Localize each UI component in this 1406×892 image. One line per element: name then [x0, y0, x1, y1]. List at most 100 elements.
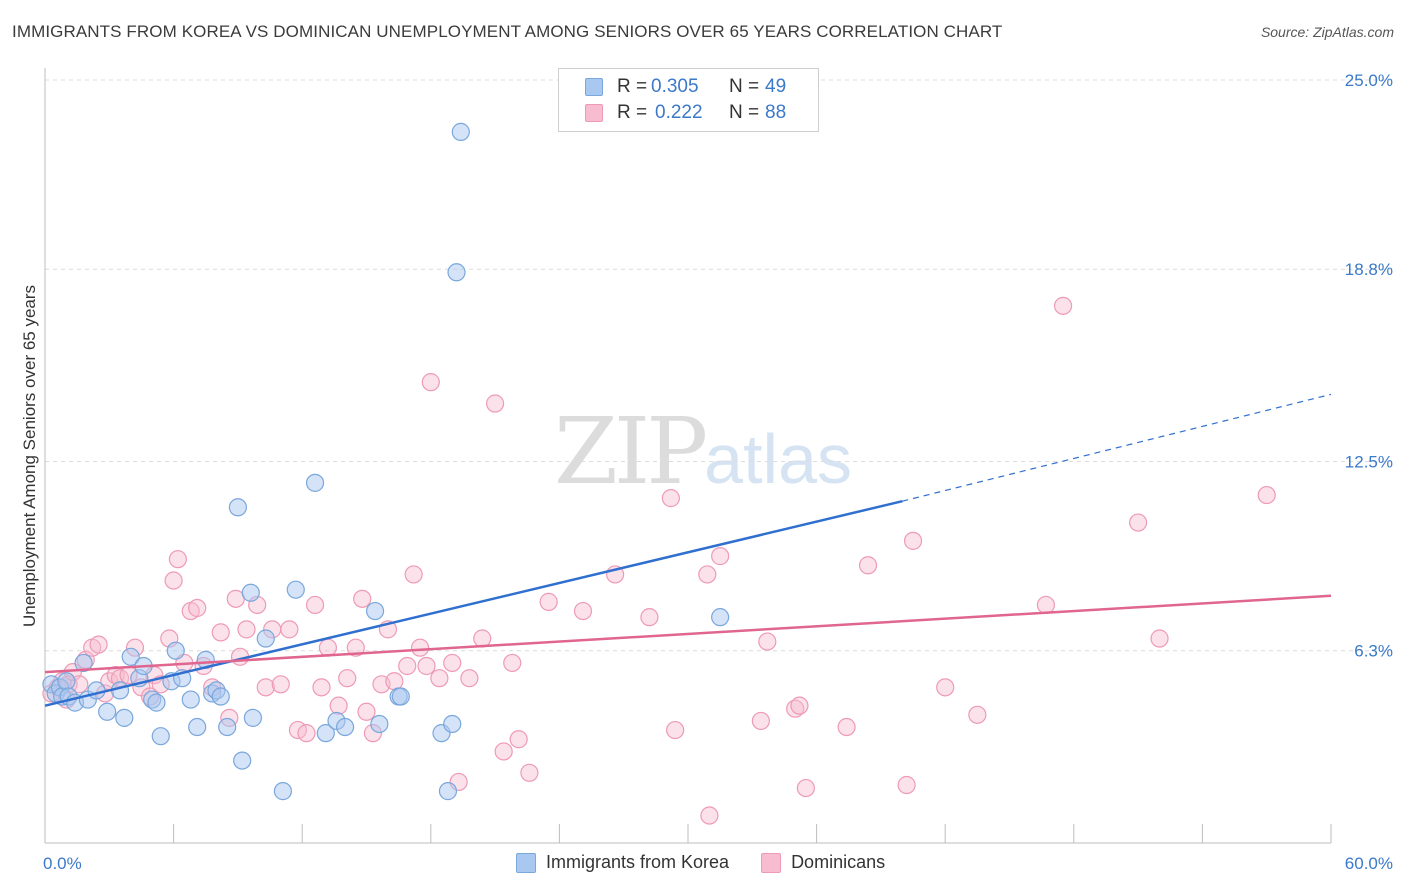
dominicans-point [353, 589, 372, 608]
korea-point [316, 724, 335, 743]
dominicans-point [486, 394, 505, 413]
legend-row-dominicans: R = 0.222 N = 88 [585, 101, 786, 125]
y-tick-label: 18.8% [1345, 260, 1393, 279]
dominicans-point [256, 678, 275, 697]
dominicans-point [520, 763, 539, 782]
dominicans-point [385, 672, 404, 691]
korea-trend-extension [902, 393, 1332, 502]
dominicans-point [858, 556, 878, 575]
dominicans-point [903, 531, 923, 550]
dominicans-point [473, 629, 492, 648]
tick-label-layer: 6.3% 12.5% 18.8% 25.0% 0.0% 60.0% [43, 71, 1393, 873]
dominicans-point [168, 550, 187, 569]
correlation-legend: R = 0.305 N = 49 R = 0.222 N = 88 [558, 68, 819, 132]
korea-point [115, 708, 134, 727]
korea-point [256, 629, 275, 648]
legend-item-korea: Immigrants from Korea [516, 852, 729, 873]
korea-point [151, 727, 170, 746]
dominicans-point [790, 696, 809, 715]
dominicans-point [421, 373, 440, 392]
korea-point [451, 122, 470, 141]
watermark: ZIPatlas [554, 398, 852, 505]
korea-trend-line [44, 499, 903, 707]
dominicans-legend-swatch [761, 852, 782, 873]
dominicans-point [1257, 485, 1276, 505]
dominicans-point [357, 702, 376, 721]
korea-point [438, 782, 458, 801]
dominicans-point [318, 638, 338, 657]
legend-row-korea: R = 0.305 N = 49 [585, 75, 786, 99]
korea-legend-swatch [516, 852, 536, 873]
dominicans-point [796, 778, 815, 798]
dominicans-point [346, 638, 365, 657]
korea-point [233, 751, 252, 770]
y-tick-label: 6.3% [1354, 642, 1393, 661]
dominicans-point [305, 595, 325, 615]
x-tick-label: 60.0% [1345, 854, 1393, 873]
dominicans-point [711, 547, 730, 566]
n-label: N = [729, 102, 760, 123]
dominicans-point [460, 669, 479, 688]
dominicans-point [751, 711, 770, 731]
dominicans-point [837, 717, 856, 737]
axis-layer [44, 68, 1332, 844]
dominicans-point [758, 632, 777, 651]
korea-point [87, 681, 106, 700]
korea-point [147, 693, 166, 712]
dominicans-point [312, 678, 331, 697]
korea-point [443, 714, 462, 734]
korea-point [243, 708, 263, 727]
dominicans-point [494, 742, 513, 761]
dominicans-point [661, 489, 680, 508]
trend-layer [44, 393, 1332, 707]
series-legend: Immigrants from Korea Dominicans [516, 852, 917, 873]
dominicans-point [404, 565, 423, 584]
dominicans-point [539, 592, 558, 611]
dominicans-point [1150, 629, 1169, 648]
n-value: 88 [765, 102, 787, 123]
dominicans-point [89, 635, 108, 654]
r-label: R = [617, 102, 648, 123]
korea-point [98, 702, 117, 721]
dominicans-point [698, 565, 717, 584]
dominicans-trend-line [44, 594, 1332, 674]
korea-point [121, 647, 140, 666]
dominicans-point [410, 638, 430, 657]
korea-point [711, 608, 730, 627]
legend-item-dominicans: Dominicans [761, 852, 885, 873]
korea-point [273, 782, 293, 801]
dominicans-legend-label: Dominicans [791, 852, 886, 872]
n-value: 49 [765, 76, 787, 97]
dominicans-point [1053, 296, 1073, 315]
y-tick-label: 12.5% [1345, 453, 1393, 472]
korea-swatch [585, 78, 603, 96]
x-tick-label: 0.0% [43, 854, 82, 873]
dominicans-point [503, 653, 522, 673]
korea-point [181, 690, 200, 709]
korea-points [42, 122, 730, 801]
korea-point [365, 601, 385, 621]
dominicans-point [968, 705, 987, 724]
dominicans-point [666, 720, 685, 740]
dominicans-point [417, 656, 436, 676]
korea-point [211, 687, 230, 706]
korea-point [286, 580, 305, 599]
dominicans-point [329, 696, 348, 715]
dominicans-point [1128, 513, 1148, 532]
dominicans-point [271, 675, 290, 694]
korea-legend-label: Immigrants from Korea [546, 852, 730, 872]
korea-point [447, 263, 466, 282]
korea-point [57, 672, 76, 691]
dominicans-point [430, 669, 449, 688]
y-axis-title: Unemployment Among Seniors over 65 years [20, 284, 39, 628]
dominicans-point [443, 653, 462, 673]
korea-point [228, 498, 247, 517]
watermark-zip: ZIP [554, 398, 708, 505]
n-label: N = [729, 76, 760, 97]
dominicans-point [509, 730, 528, 749]
source-credit: Source: ZipAtlas.com [1260, 24, 1394, 40]
chart-title: IMMIGRANTS FROM KOREA VS DOMINICAN UNEMP… [12, 22, 1003, 41]
korea-point [218, 717, 237, 737]
korea-point [74, 653, 93, 673]
dominicans-points [42, 296, 1276, 825]
